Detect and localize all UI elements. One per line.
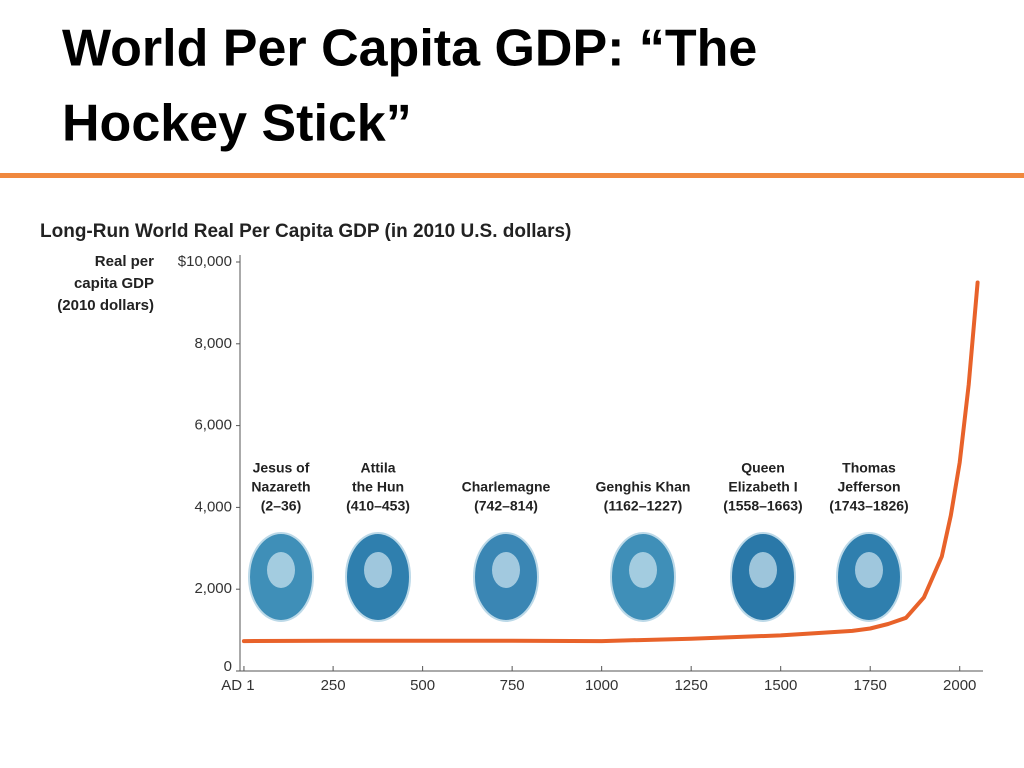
y-tick-label: 6,000 [194, 417, 232, 434]
x-tick-label: 1000 [585, 677, 618, 694]
annotation: (410–453) [346, 498, 410, 514]
annotation: (2–36) [261, 498, 301, 514]
portrait-face [749, 552, 777, 588]
annotation: Genghis Khan [596, 479, 691, 495]
y-tick-label: 8,000 [194, 335, 232, 352]
portrait-face [267, 552, 295, 588]
portrait-face [364, 552, 392, 588]
annotation: (1162–1227) [604, 498, 683, 514]
portrait-face [492, 552, 520, 588]
chart-title: Long-Run World Real Per Capita GDP (in 2… [40, 221, 571, 242]
y-axis-label: capita GDP [74, 275, 154, 292]
annotation: (1743–1826) [829, 498, 908, 514]
portrait-face [855, 552, 883, 588]
annotation: Queen [741, 460, 785, 476]
y-tick-label: 2,000 [194, 580, 232, 597]
annotation: Elizabeth I [728, 479, 797, 495]
data-line [241, 280, 980, 644]
title-rule [0, 173, 1024, 178]
x-tick-label: 2000 [943, 677, 976, 694]
annotation: (1558–1663) [723, 498, 802, 514]
y-tick-label: $10,000 [178, 253, 232, 270]
x-tick-label: 500 [410, 677, 435, 694]
x-tick-label: AD 1 [221, 677, 254, 694]
annotation: (742–814) [474, 498, 538, 514]
x-tick-label: 1750 [854, 677, 887, 694]
x-tick-label: 750 [500, 677, 525, 694]
x-tick-label: 250 [321, 677, 346, 694]
annotation: Charlemagne [462, 479, 551, 495]
annotation: Nazareth [251, 479, 310, 495]
annotation: Jesus of [253, 460, 310, 476]
slide-title: Hockey Stick” [62, 95, 412, 153]
y-axis-label: (2010 dollars) [57, 297, 154, 314]
annotation: Jefferson [837, 479, 900, 495]
x-tick-label: 1250 [674, 677, 707, 694]
annotation: Attila [361, 460, 396, 476]
x-tick-label: 1500 [764, 677, 797, 694]
y-tick-label: 0 [224, 658, 232, 675]
y-axis-label: Real per [95, 253, 154, 270]
annotation: Thomas [842, 460, 896, 476]
slide-title: World Per Capita GDP: “The [62, 20, 757, 78]
y-tick-label: 4,000 [194, 498, 232, 515]
annotation: the Hun [352, 479, 404, 495]
portrait-face [629, 552, 657, 588]
